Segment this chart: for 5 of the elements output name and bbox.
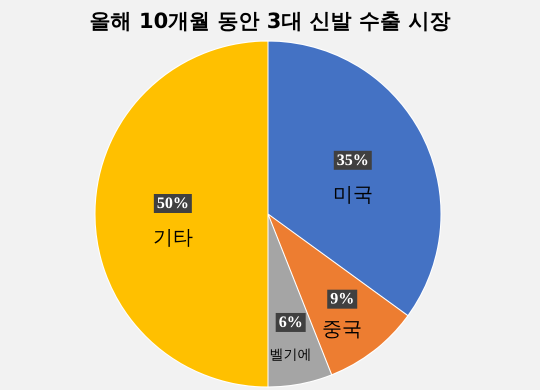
data-label: 6% xyxy=(278,314,303,331)
data-label: 9% xyxy=(330,290,354,308)
data-label: 50% xyxy=(156,195,189,212)
title: 올해 10개월 동안 3대 신발 수출 시장 xyxy=(90,9,450,33)
data-label: 35% xyxy=(336,152,369,169)
